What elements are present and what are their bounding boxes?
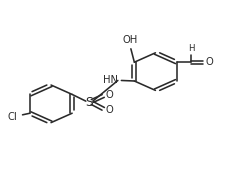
Text: Cl: Cl	[8, 112, 17, 122]
Text: O: O	[105, 105, 112, 115]
Text: HN: HN	[103, 75, 118, 85]
Text: OH: OH	[122, 35, 137, 45]
Text: O: O	[205, 57, 213, 67]
Text: S: S	[85, 96, 93, 108]
Text: H: H	[187, 44, 193, 53]
Text: O: O	[105, 90, 112, 100]
